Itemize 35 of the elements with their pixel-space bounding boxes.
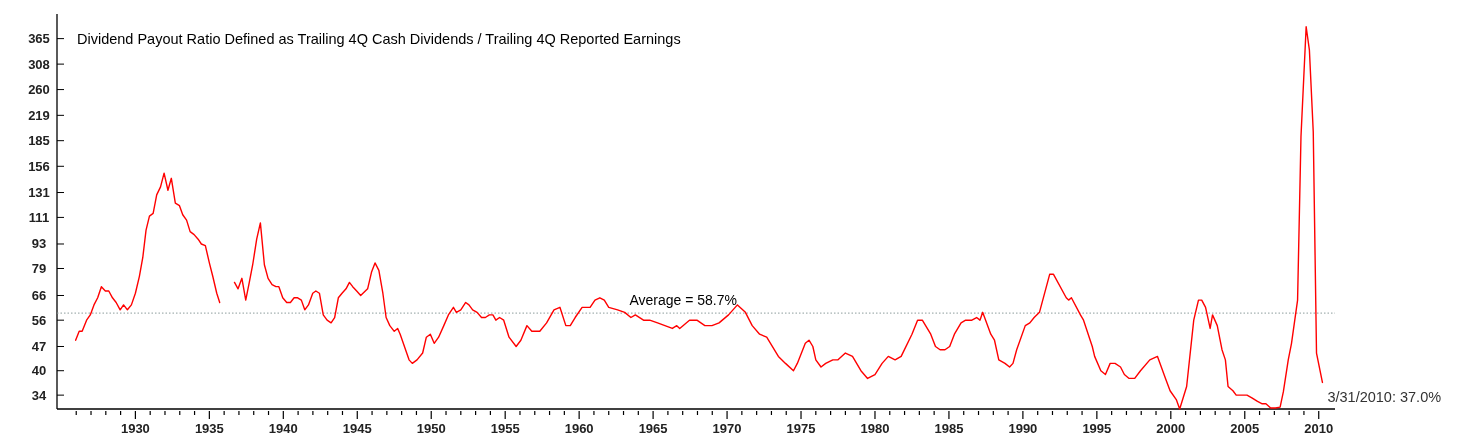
y-tick-label: 365 <box>28 31 50 47</box>
y-tick-label: 66 <box>31 288 47 303</box>
x-tick-label: 1935 <box>194 421 224 436</box>
y-tick-label: 308 <box>28 56 50 72</box>
x-tick-label: 1930 <box>120 421 150 436</box>
x-tick-label: 1980 <box>860 421 890 436</box>
y-tick-label: 34 <box>31 387 47 403</box>
annotation: 3/31/2010: 37.0% <box>1327 389 1442 406</box>
y-tick-label: 131 <box>28 185 50 201</box>
text: Dividend Payout Ratio Defined as Trailing 4Q Cash Dividends / Trailing 4Q Reported Earnings <box>77 31 681 47</box>
x-tick-label: 2005 <box>1230 421 1260 436</box>
y-tick-label: 93 <box>31 236 47 252</box>
x-tick-label: 1990 <box>1008 421 1038 436</box>
y-tick-label: 47 <box>31 338 47 354</box>
x-tick-label: 1955 <box>490 421 520 436</box>
x-tick-label: 1970 <box>712 421 742 436</box>
x-tick-label: 1985 <box>934 421 964 436</box>
ref-line-label: Average = 58.7% <box>629 292 737 309</box>
x-tick-label: 1995 <box>1082 421 1112 436</box>
y-tick-label: 40 <box>31 363 47 379</box>
x-tick-label: 1940 <box>268 421 298 436</box>
y-tick-label: 185 <box>28 133 50 149</box>
x-tick-label: 2010 <box>1304 421 1334 436</box>
x-tick-label: 1965 <box>638 421 668 436</box>
y-tick-label: 260 <box>28 82 50 98</box>
x-tick-label: 2000 <box>1156 421 1186 436</box>
y-tick-label: 156 <box>28 158 50 174</box>
y-tick-label: 111 <box>28 209 50 225</box>
y-tick-label: 219 <box>28 107 50 123</box>
x-tick-label: 1960 <box>564 421 594 436</box>
x-tick-label: 1950 <box>416 421 446 436</box>
y-tick-label: 79 <box>31 260 47 276</box>
x-tick-label: 1975 <box>786 421 816 436</box>
y-tick-label: 56 <box>31 312 47 328</box>
x-tick-label: 1945 <box>342 421 372 436</box>
